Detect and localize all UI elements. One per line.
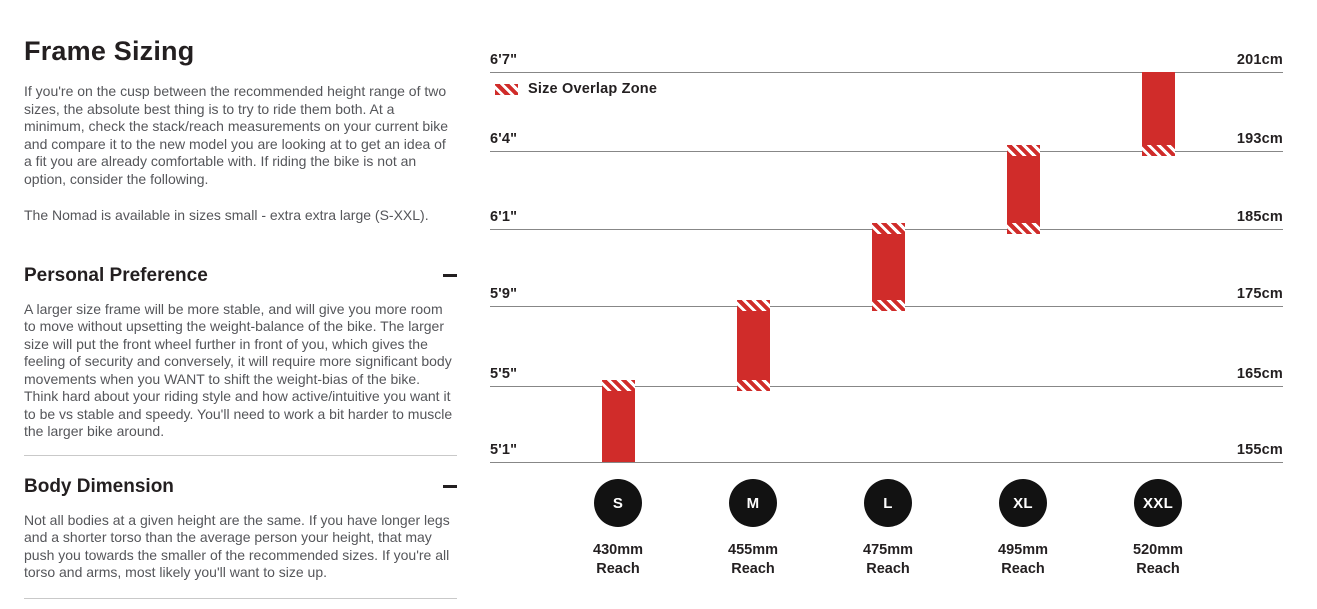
overlap-hatch-top [872, 223, 905, 234]
legend-label: Size Overlap Zone [528, 81, 658, 97]
reach-word: Reach [1136, 561, 1180, 577]
overlap-hatch-bottom [872, 300, 905, 311]
size-bar-l [872, 223, 905, 311]
height-tick-cm: 175cm [1236, 286, 1283, 302]
section-personal-preference: Personal Preference A larger size frame … [24, 265, 457, 441]
overlap-hatch-top [737, 300, 770, 311]
size-badge-xl: XL [999, 479, 1047, 527]
reach-value: 475mm [863, 542, 913, 558]
size-overlap-swatch-icon [495, 83, 518, 95]
size-badge-l: L [864, 479, 912, 527]
height-tick-ft: 5'1" [490, 442, 518, 458]
overlap-hatch-bottom [1142, 145, 1175, 156]
badge-label: S [612, 494, 624, 512]
badge-label: XXL [1142, 494, 1174, 512]
minus-icon [443, 274, 457, 277]
height-gridline [490, 386, 1283, 387]
height-tick-cm: 193cm [1236, 131, 1283, 147]
height-tick-ft: 5'9" [490, 286, 518, 302]
intro-paragraph: If you're on the cusp between the recomm… [24, 83, 449, 187]
height-tick-ft: 6'4" [490, 131, 518, 147]
size-bar-xxl [1142, 72, 1175, 156]
reach-label-l: 475mm Reach [840, 541, 936, 579]
legend: Size Overlap Zone [495, 81, 657, 97]
height-gridline [490, 462, 1283, 463]
reach-value: 520mm [1133, 542, 1183, 558]
page-title: Frame Sizing [24, 36, 195, 66]
overlap-hatch-bottom [737, 380, 770, 391]
badge-label: M [746, 494, 760, 512]
bar-solid [1142, 72, 1175, 145]
section-body: A larger size frame will be more stable,… [24, 300, 453, 440]
reach-value: 495mm [998, 542, 1048, 558]
badge-label: XL [1013, 494, 1033, 512]
divider [24, 454, 457, 456]
reach-label-s: 430mm Reach [570, 541, 666, 579]
section-header-personal-preference[interactable]: Personal Preference [24, 265, 457, 287]
size-bar-m [737, 300, 770, 391]
reach-label-xl: 495mm Reach [975, 541, 1071, 579]
size-bar-s [602, 380, 635, 462]
collapse-button-personal-preference[interactable] [443, 268, 457, 283]
bar-solid [602, 391, 635, 462]
availability-paragraph: The Nomad is available in sizes small - … [24, 207, 429, 223]
size-badge-s: S [594, 479, 642, 527]
reach-word: Reach [1001, 561, 1045, 577]
height-tick-cm: 155cm [1236, 442, 1283, 458]
section-header-body-dimension[interactable]: Body Dimension [24, 476, 457, 498]
reach-word: Reach [596, 561, 640, 577]
minus-icon [443, 485, 457, 488]
reach-word: Reach [731, 561, 775, 577]
height-tick-ft: 5'5" [490, 366, 518, 382]
reach-value: 455mm [728, 542, 778, 558]
collapse-button-body-dimension[interactable] [443, 479, 457, 494]
size-bar-xl [1007, 145, 1040, 234]
badge-label: L [883, 494, 893, 512]
height-gridline [490, 151, 1283, 152]
height-tick-ft: 6'1" [490, 209, 518, 225]
section-title: Body Dimension [24, 475, 174, 497]
height-tick-cm: 165cm [1236, 366, 1283, 382]
reach-label-m: 455mm Reach [705, 541, 801, 579]
size-badge-xxl: XXL [1134, 479, 1182, 527]
section-body: Not all bodies at a given height are the… [24, 511, 450, 581]
section-title: Personal Preference [24, 264, 208, 286]
overlap-hatch-bottom [1007, 223, 1040, 234]
divider [24, 597, 457, 599]
height-tick-cm: 185cm [1236, 209, 1283, 225]
reach-value: 430mm [593, 542, 643, 558]
bar-solid [737, 311, 770, 380]
reach-word: Reach [866, 561, 910, 577]
size-badge-m: M [729, 479, 777, 527]
overlap-hatch-top [602, 380, 635, 391]
bar-solid [1007, 156, 1040, 223]
height-gridline [490, 72, 1283, 73]
height-tick-ft: 6'7" [490, 52, 518, 68]
overlap-hatch-top [1007, 145, 1040, 156]
reach-label-xxl: 520mm Reach [1110, 541, 1206, 579]
left-column: Frame Sizing If you're on the cusp betwe… [24, 0, 457, 599]
bar-solid [872, 234, 905, 300]
height-tick-cm: 201cm [1236, 52, 1283, 68]
section-body-dimension: Body Dimension Not all bodies at a given… [24, 476, 457, 582]
